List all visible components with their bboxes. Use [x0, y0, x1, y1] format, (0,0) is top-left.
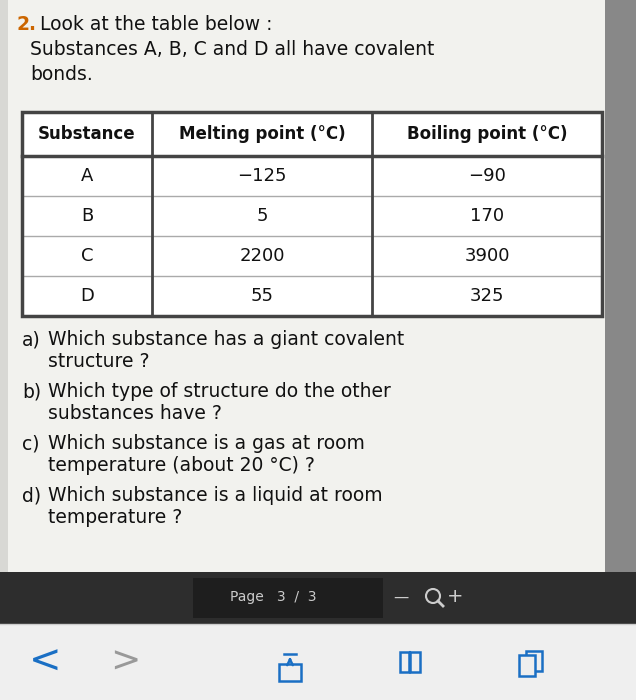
Bar — [0, 624, 636, 700]
Bar — [22, 112, 602, 316]
Text: A: A — [81, 167, 93, 185]
Text: bonds.: bonds. — [30, 65, 93, 84]
Text: 170: 170 — [470, 207, 504, 225]
Text: Boiling point (°C): Boiling point (°C) — [407, 125, 567, 143]
Text: <: < — [29, 643, 61, 681]
Text: structure ?: structure ? — [48, 352, 149, 371]
FancyBboxPatch shape — [518, 655, 535, 676]
Text: b): b) — [22, 382, 41, 401]
Text: +: + — [446, 587, 463, 606]
Text: 5: 5 — [256, 207, 268, 225]
Text: 2.: 2. — [16, 15, 36, 34]
Text: 325: 325 — [470, 287, 504, 305]
Text: Melting point (°C): Melting point (°C) — [179, 125, 345, 143]
Text: Page   3  /  3: Page 3 / 3 — [230, 590, 316, 604]
Text: B: B — [81, 207, 93, 225]
Bar — [0, 0, 605, 572]
Text: 2200: 2200 — [239, 247, 285, 265]
Text: 3900: 3900 — [464, 247, 509, 265]
Text: Substances A, B, C and D all have covalent: Substances A, B, C and D all have covale… — [30, 40, 434, 59]
Text: 55: 55 — [251, 287, 273, 305]
Text: Which substance is a gas at room: Which substance is a gas at room — [48, 434, 365, 453]
Text: −90: −90 — [468, 167, 506, 185]
Text: Substance: Substance — [38, 125, 136, 143]
Text: d): d) — [22, 486, 41, 505]
Bar — [193, 578, 383, 618]
Text: Which type of structure do the other: Which type of structure do the other — [48, 382, 391, 401]
Text: a): a) — [22, 330, 41, 349]
Bar — [0, 572, 636, 624]
Text: −125: −125 — [237, 167, 287, 185]
Text: c): c) — [22, 434, 39, 453]
Text: >: > — [110, 645, 140, 679]
Bar — [600, 0, 636, 700]
Bar — [22, 112, 602, 316]
Text: D: D — [80, 287, 94, 305]
Text: Look at the table below :: Look at the table below : — [40, 15, 272, 34]
Bar — [0, 0, 8, 572]
Text: C: C — [81, 247, 93, 265]
Text: temperature (about 20 °C) ?: temperature (about 20 °C) ? — [48, 456, 315, 475]
Text: Which substance has a giant covalent: Which substance has a giant covalent — [48, 330, 404, 349]
Text: substances have ?: substances have ? — [48, 404, 222, 423]
Text: —: — — [394, 589, 408, 605]
Text: Which substance is a liquid at room: Which substance is a liquid at room — [48, 486, 383, 505]
Text: temperature ?: temperature ? — [48, 508, 183, 527]
